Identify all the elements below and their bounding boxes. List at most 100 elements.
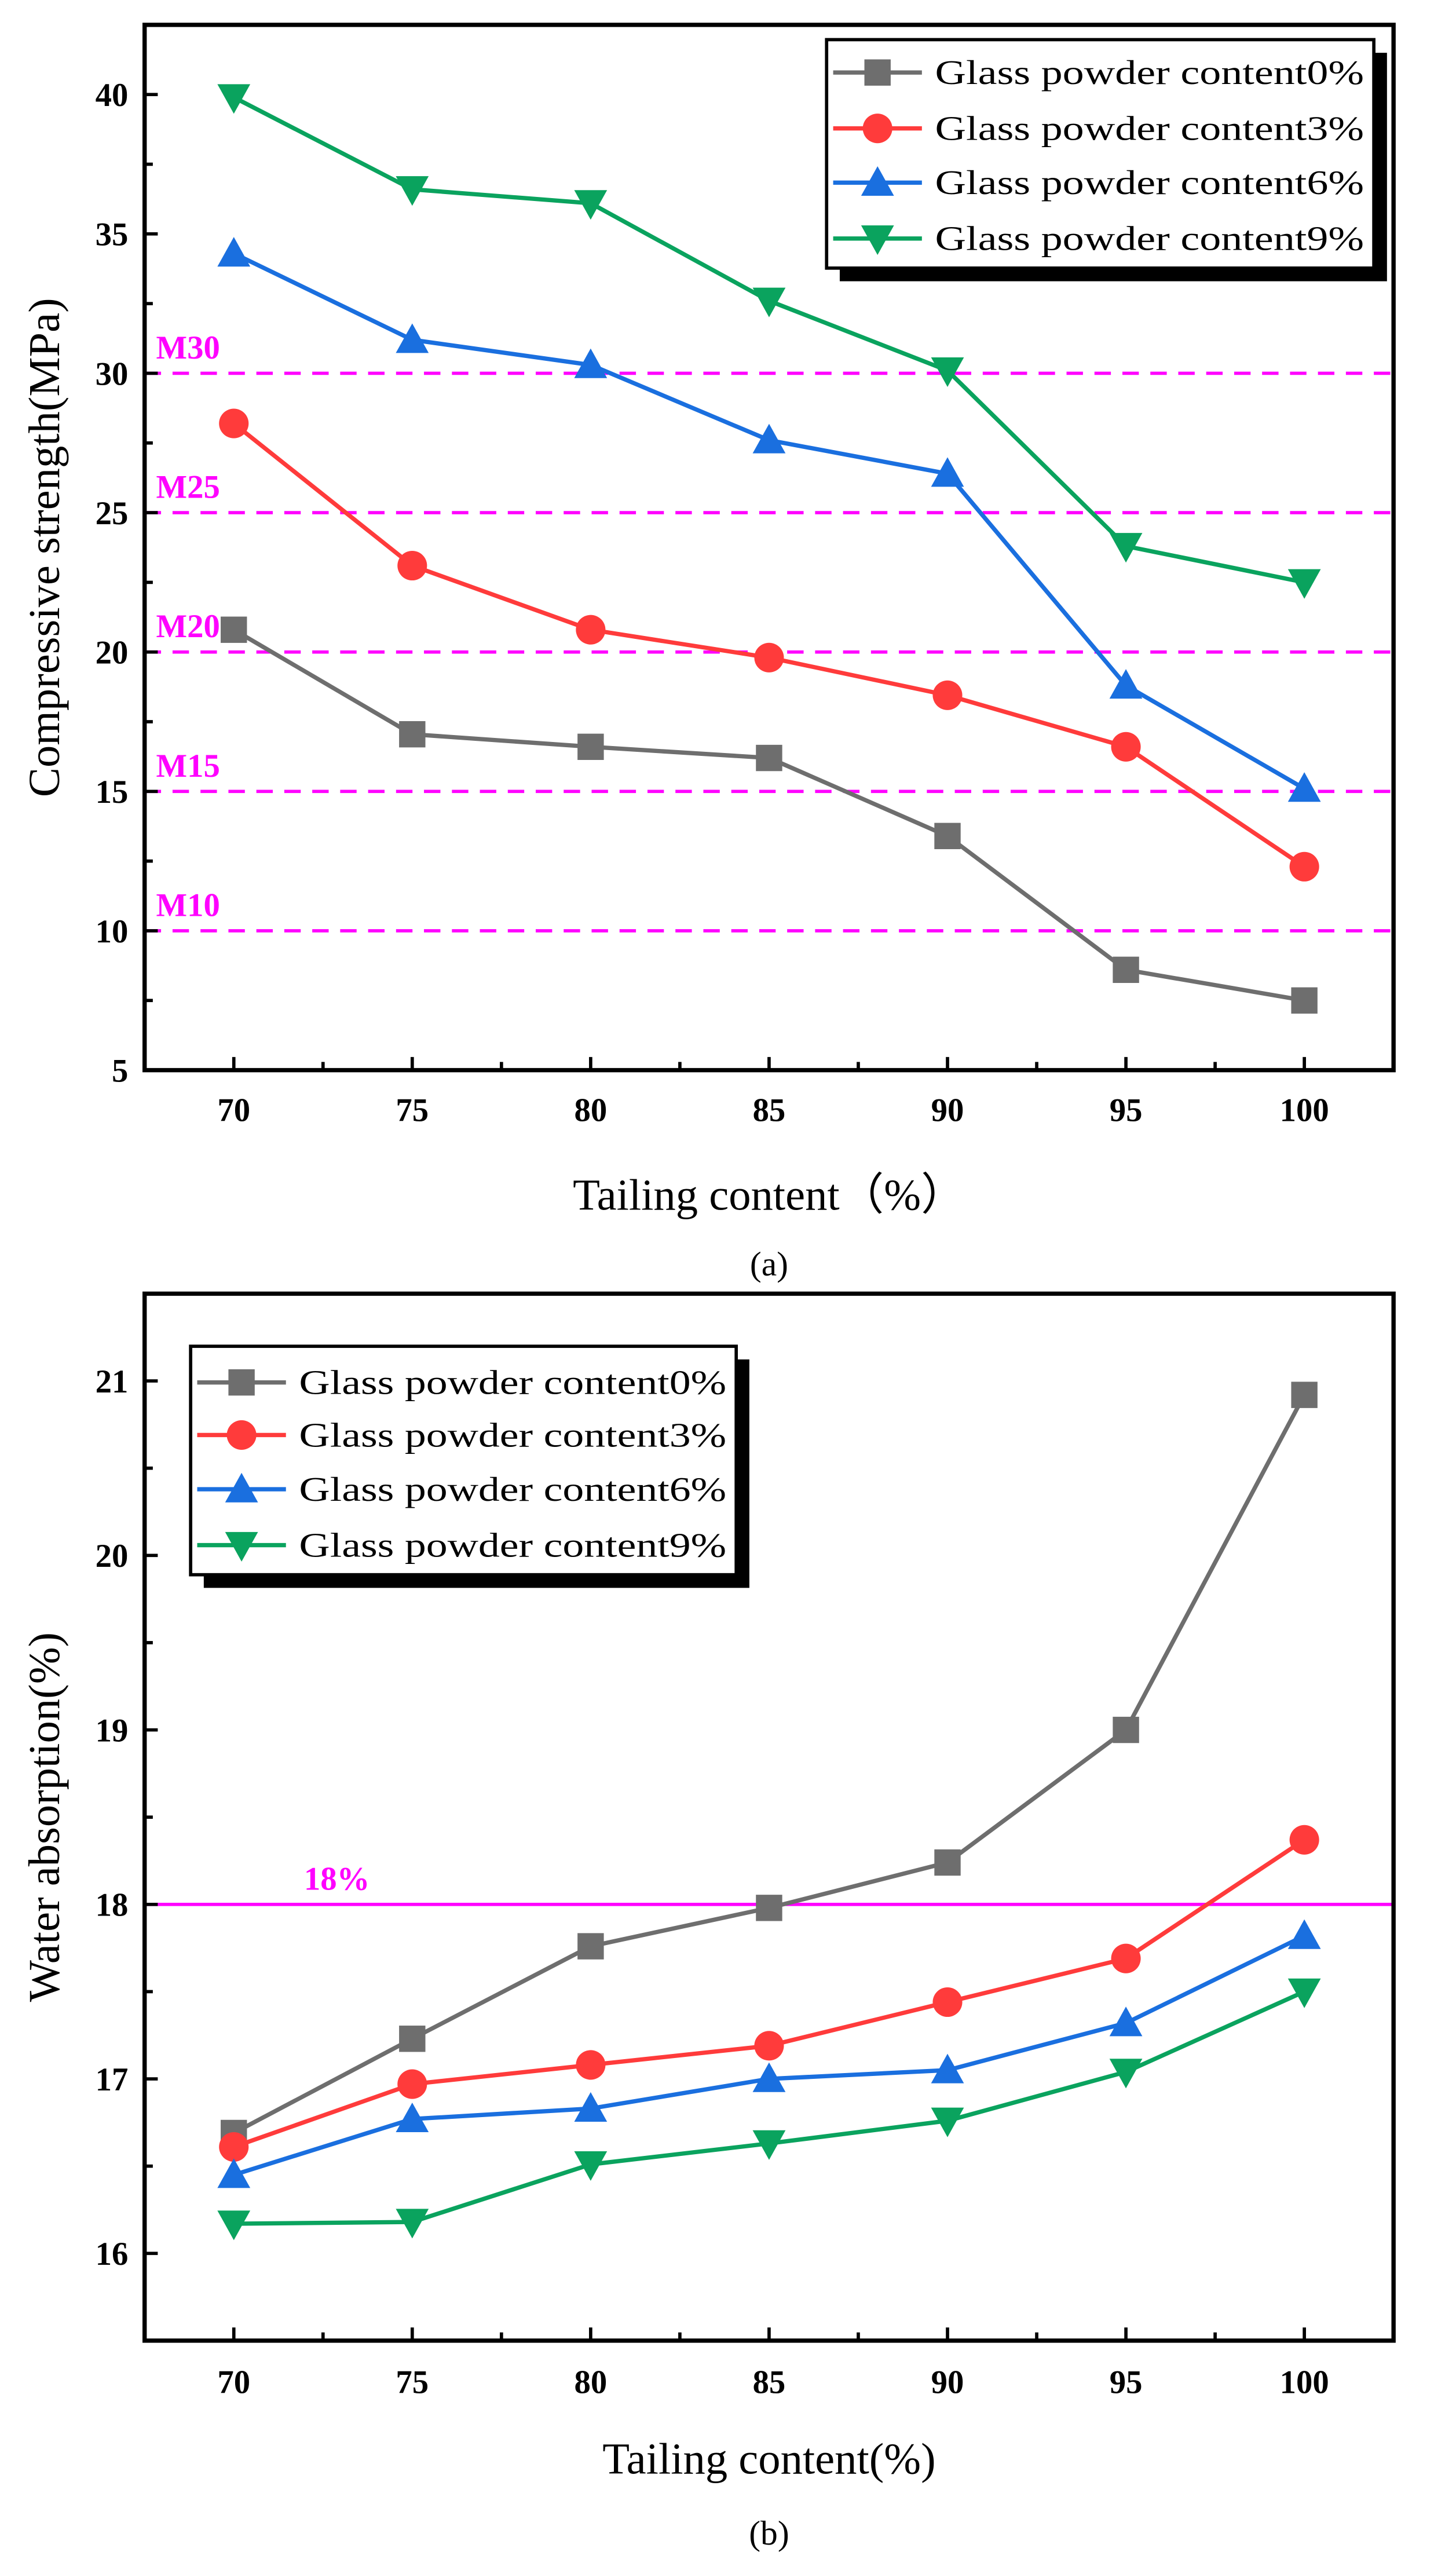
x-tick-label: 90 [931, 2364, 964, 2401]
data-point-s2-x90 [931, 2053, 964, 2083]
data-point-s3-x80 [574, 190, 608, 220]
data-point-s1-x75 [397, 550, 427, 581]
x-axis-title: Tailing content(%) [602, 2435, 935, 2484]
legend-marker-2 [225, 1472, 258, 1503]
reference-line-label: M20 [156, 608, 220, 645]
data-point-s3-x85 [752, 287, 786, 317]
reference-line-label: 18% [304, 1860, 370, 1897]
x-tick-label: 80 [575, 1092, 608, 1129]
data-point-s0-x100 [1291, 1381, 1318, 1408]
figure-caption: (b) [749, 2514, 789, 2552]
data-point-s0-x100 [1291, 987, 1318, 1014]
legend-label: Glass powder content0% [299, 1364, 726, 1402]
data-point-s1-x80 [576, 2050, 606, 2080]
x-tick-label: 95 [1110, 1092, 1143, 1129]
data-point-s3-x95 [1109, 533, 1143, 563]
legend-label: Glass powder content0% [935, 53, 1364, 92]
legend-label: Glass powder content6% [935, 163, 1364, 202]
legend: Glass powder content0% Glass powder conte… [825, 38, 1387, 282]
legend-label: Glass powder content9% [299, 1526, 726, 1564]
data-point-s0-x80 [577, 1933, 604, 1960]
legend-label: Glass powder content6% [299, 1470, 726, 1508]
data-point-s0-x95 [1113, 1716, 1139, 1743]
data-point-s2-x90 [931, 457, 964, 487]
data-point-s0-x85 [756, 1895, 782, 1921]
data-point-s3-x70 [217, 2210, 251, 2240]
data-point-s1-x70 [219, 2132, 249, 2162]
y-tick-label: 15 [96, 774, 129, 810]
data-point-s2-x75 [396, 2102, 429, 2133]
y-tick-label: 19 [96, 1712, 129, 1749]
chart-a-compressive-strength: M10 M15 M20 M25 M30 70 75 80 85 90 95 100 5 10 15 20 25 3… [20, 23, 1396, 1283]
x-axis-title: Tailing content（%） [573, 1171, 965, 1220]
reference-line-label: M30 [156, 330, 220, 366]
data-point-s1-x95 [1111, 732, 1141, 762]
data-point-s1-x100 [1289, 851, 1319, 882]
x-tick-label: 85 [753, 2364, 786, 2401]
data-point-s3-x90 [931, 357, 964, 388]
legend-marker-2 [861, 166, 894, 196]
data-point-s3-x100 [1287, 1978, 1321, 2008]
data-point-s2-x70 [217, 2158, 251, 2188]
data-point-s3-x75 [396, 2209, 429, 2239]
data-point-s2-x80 [574, 348, 608, 378]
legend-marker-0 [228, 1369, 255, 1396]
data-point-s2-x70 [217, 237, 251, 267]
y-tick-label: 18 [96, 1887, 129, 1924]
data-point-s1-x85 [754, 2031, 784, 2061]
y-tick-label: 40 [96, 77, 129, 114]
data-point-s2-x95 [1109, 669, 1143, 699]
data-point-s3-x80 [574, 2151, 608, 2181]
data-point-s1-x100 [1289, 1825, 1319, 1855]
legend-label: Glass powder content3% [299, 1416, 726, 1454]
x-tick-label: 90 [931, 1092, 964, 1129]
y-tick-label: 25 [96, 495, 129, 532]
y-tick-label: 30 [96, 356, 129, 392]
data-point-s0-x70 [221, 616, 247, 643]
data-point-s1-x90 [932, 680, 963, 710]
series-line-0 [232, 628, 1305, 1003]
legend-label: Glass powder content3% [935, 109, 1364, 148]
y-tick-label: 17 [96, 2061, 129, 2098]
data-point-s0-x75 [399, 2026, 426, 2052]
data-point-s2-x95 [1109, 2006, 1143, 2037]
series-line-3 [233, 1990, 1305, 2226]
data-point-s1-x85 [754, 642, 784, 672]
data-point-s2-x100 [1287, 1919, 1321, 1949]
data-point-s0-x80 [577, 733, 604, 761]
legend-box [825, 38, 1375, 270]
x-tick-label: 70 [217, 2364, 250, 2401]
data-point-s0-x90 [934, 823, 961, 850]
series-line-2 [233, 251, 1305, 791]
y-axis-title: Compressive strength(MPa) [20, 298, 69, 797]
legend-marker-1 [862, 114, 892, 144]
y-tick-label: 35 [96, 217, 129, 253]
x-tick-label: 75 [396, 2364, 429, 2401]
reference-line-label: M10 [156, 887, 220, 923]
data-point-s2-x85 [752, 423, 786, 454]
x-tick-label: 75 [396, 1092, 429, 1129]
data-point-s1-x90 [932, 1987, 963, 2017]
series-line-1 [233, 1838, 1306, 2150]
data-point-s1-x80 [576, 615, 606, 645]
y-axis-title: Water absorption(%) [20, 1632, 69, 2002]
data-point-s3-x95 [1109, 2059, 1143, 2089]
legend-marker-0 [864, 59, 891, 86]
data-point-s0-x85 [756, 744, 782, 772]
data-point-s0-x90 [934, 1849, 961, 1876]
data-point-s2-x75 [396, 323, 429, 353]
y-tick-label: 20 [96, 635, 129, 671]
reference-line-label: M15 [156, 748, 220, 784]
data-point-s3-x85 [752, 2130, 786, 2160]
data-point-s2-x85 [752, 2062, 786, 2092]
data-point-s3-x70 [217, 84, 251, 114]
y-tick-label: 20 [96, 1538, 129, 1574]
figure-caption: (a) [750, 1245, 788, 1283]
data-point-s3-x75 [396, 176, 429, 206]
x-tick-label: 100 [1280, 2364, 1329, 2401]
y-tick-label: 16 [96, 2236, 129, 2272]
data-point-s2-x100 [1287, 772, 1321, 802]
x-tick-label: 85 [753, 1092, 786, 1129]
x-tick-label: 70 [217, 1092, 250, 1129]
legend-marker-1 [226, 1420, 257, 1450]
